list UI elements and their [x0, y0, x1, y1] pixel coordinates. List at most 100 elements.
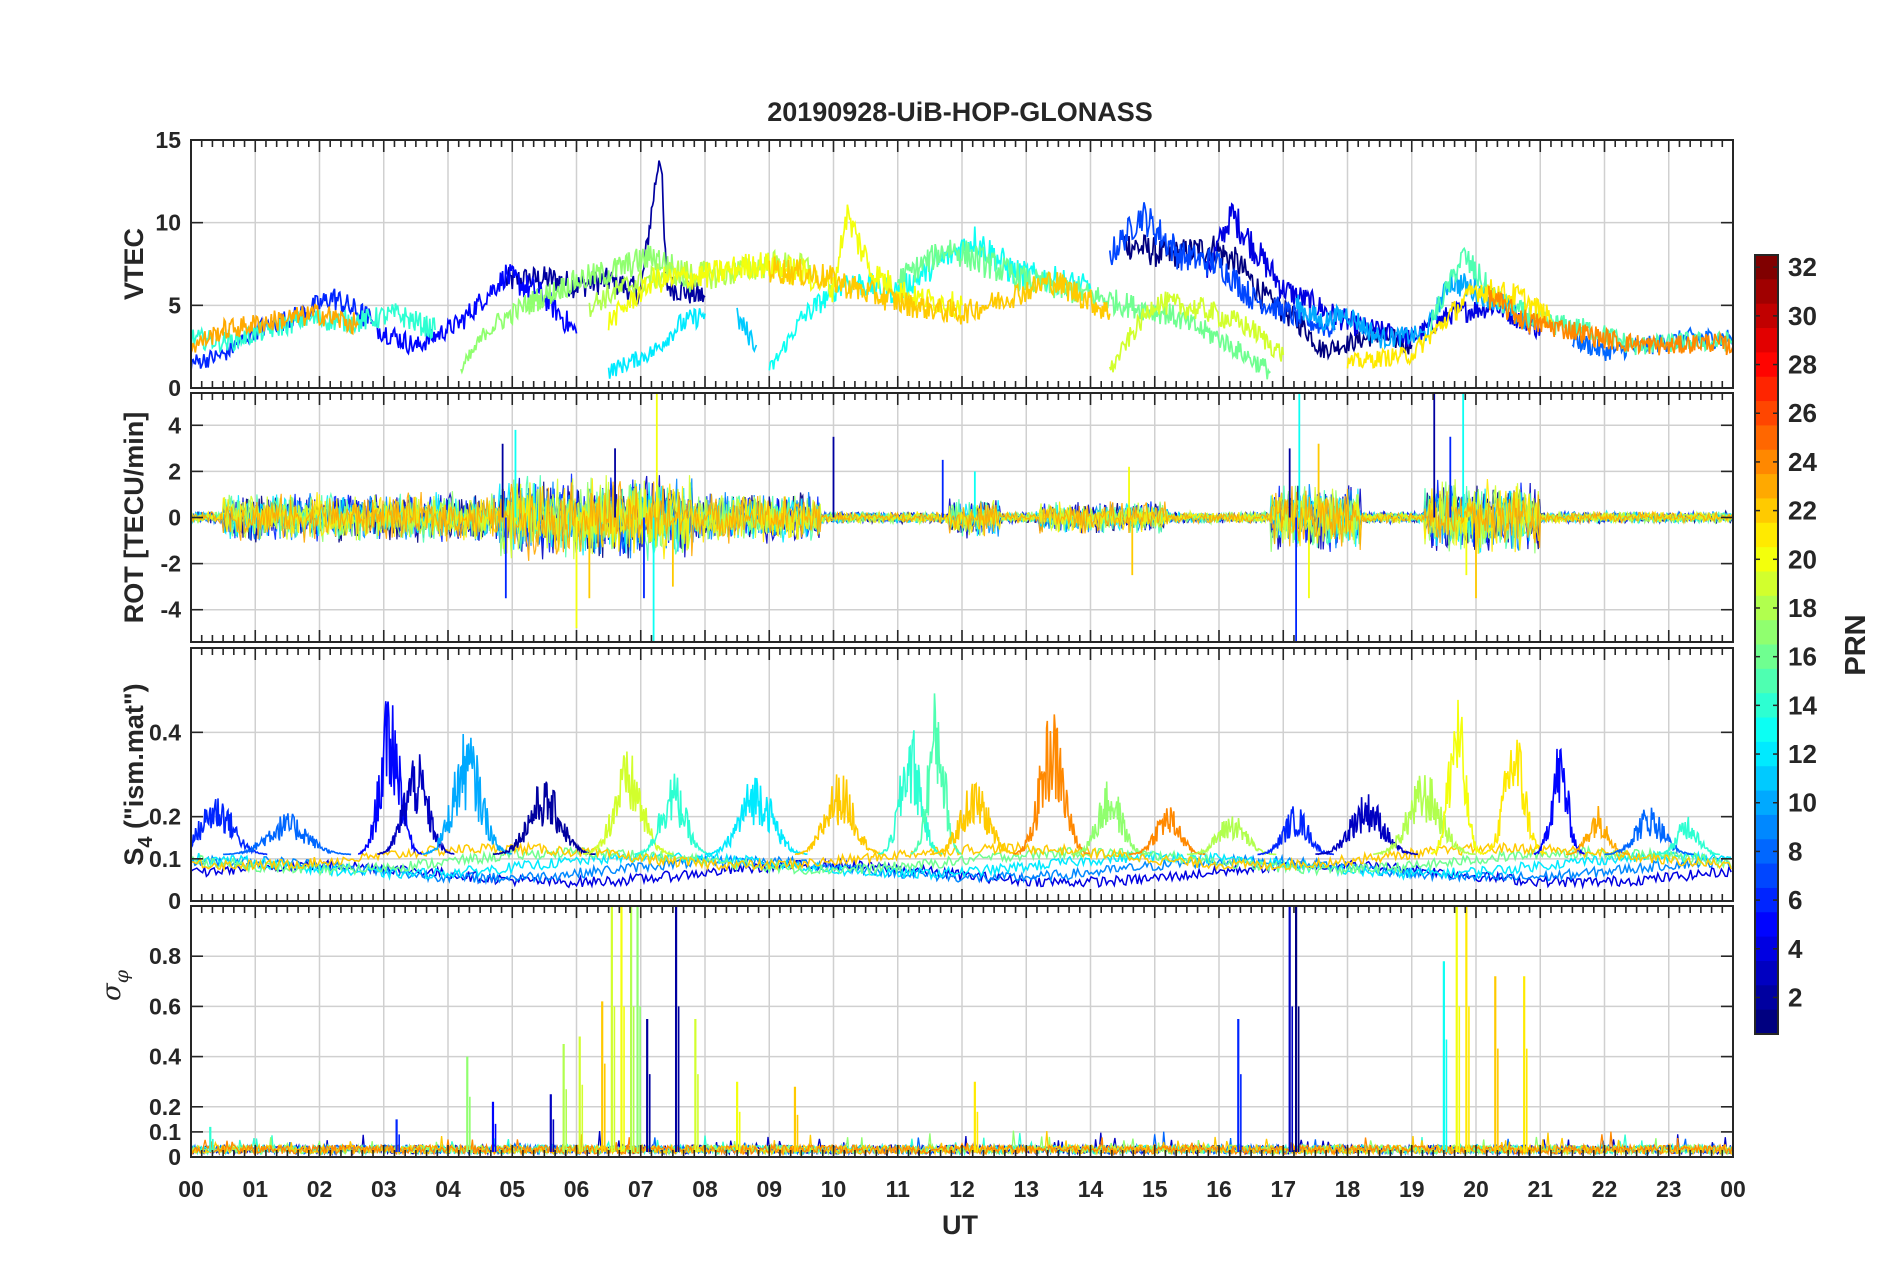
colorbar-tick-label: 10: [1788, 788, 1817, 818]
s4-burst-prn-22: [794, 774, 885, 856]
colorbar-segment-prn-29: [1755, 328, 1778, 353]
y-axis-label-s4-rest: ("ism.mat"): [119, 683, 149, 836]
colorbar-frame: [1754, 254, 1779, 1035]
y-axis-label-sigma: σφ: [97, 969, 133, 1001]
colorbar-segment-prn-14: [1755, 693, 1778, 719]
x-axis-label: UT: [942, 1210, 978, 1240]
x-tick-label: 02: [307, 1176, 333, 1202]
vtec-series-prn-19: [1108, 291, 1285, 373]
s4-burst-prn-10: [422, 733, 513, 855]
s4-burst-prn-8: [1604, 807, 1694, 856]
x-tick-label: 22: [1592, 1176, 1618, 1202]
s4-burst-prn-6: [191, 798, 268, 856]
s4-burst-prn-21: [1482, 739, 1547, 856]
s4-burst-prn-14: [877, 730, 943, 855]
x-tick-label: 11: [886, 1176, 911, 1202]
s4-burst-prn-20: [1430, 699, 1483, 856]
s4-burst-prn-18: [1186, 816, 1277, 856]
x-tick-label: 10: [821, 1176, 847, 1202]
colorbar-tick-label: 14: [1788, 690, 1817, 720]
s4-burst-prn-6: [1257, 806, 1334, 856]
s4-baseline-prn-9: [191, 853, 1732, 885]
x-tick-label: 14: [1078, 1176, 1104, 1202]
colorbar-segment-prn-21: [1755, 522, 1778, 548]
colorbar-tick-label: 22: [1788, 496, 1817, 526]
x-tick-label: 06: [564, 1176, 590, 1202]
y-tick-label: 0.6: [149, 993, 181, 1019]
x-tick-label: 23: [1656, 1176, 1682, 1202]
colorbar-tick-label: 6: [1788, 885, 1802, 915]
y-tick-label: 15: [155, 127, 181, 153]
y-tick-label: -2: [161, 551, 181, 577]
panel-sigma: 00.10.2 0.4 0.6 0.8 σφ: [97, 905, 1734, 1170]
y-tick-label: 0.4: [149, 1044, 181, 1070]
colorbar-tick-label: 8: [1788, 836, 1802, 866]
colorbar-segment-prn-26: [1755, 401, 1778, 426]
colorbar-label: PRN: [1840, 614, 1872, 675]
colorbar-segment-prn-31: [1755, 279, 1778, 305]
colorbar-tick-label: 12: [1788, 739, 1817, 769]
colorbar-segment-prn-5: [1755, 912, 1778, 938]
x-tick-label: 15: [1142, 1176, 1168, 1202]
s4-burst-prn-3: [1315, 794, 1418, 856]
y-tick-label: 4: [168, 412, 181, 438]
y-tick-label: 5: [168, 292, 181, 318]
vtec-series-prn-18: [588, 248, 816, 317]
vtec-series-prn-7: [1108, 202, 1336, 338]
panel-data-s4: [191, 693, 1732, 890]
colorbar-tick-label: 16: [1788, 642, 1817, 672]
colorbar-segment-prn-10: [1755, 790, 1778, 816]
s4-burst-prn-5: [1533, 747, 1585, 856]
y-tick-label: 10: [155, 210, 181, 236]
colorbar-tick-label: 30: [1788, 301, 1817, 331]
colorbar-segment-prn-22: [1755, 498, 1778, 524]
panel-vtec: 0 5 10 15 VTEC: [119, 127, 1734, 401]
y-axis-label-sigma-main: σ: [97, 982, 127, 1001]
x-tick-label: 20: [1463, 1176, 1489, 1202]
y-axis-label-sigma-sub: φ: [111, 969, 133, 983]
colorbar-segment-prn-16: [1755, 644, 1778, 670]
y-tick-label: 0: [168, 1144, 181, 1170]
x-tick-label: 09: [756, 1176, 782, 1202]
colorbar-segment-prn-19: [1755, 571, 1778, 597]
vtec-series-prn-11: [736, 307, 758, 353]
s4-burst-prn-2: [492, 781, 596, 856]
x-tick-label: 16: [1206, 1176, 1232, 1202]
s4-burst-prn-24: [1128, 807, 1206, 856]
y-tick-label: 0.1: [149, 1119, 181, 1145]
x-tick-label: 00: [178, 1176, 204, 1202]
x-tick-label: 19: [1399, 1176, 1425, 1202]
colorbar-tick-label: 18: [1788, 593, 1817, 623]
s4-burst-prn-8: [223, 813, 352, 856]
y-tick-label: 0: [168, 375, 181, 401]
colorbar-tick-label: 4: [1788, 934, 1803, 964]
y-tick-label: 0: [168, 505, 181, 531]
s4-burst-prn-18: [1373, 775, 1476, 856]
x-tick-label: 07: [628, 1176, 654, 1202]
colorbar-segment-prn-13: [1755, 717, 1778, 743]
colorbar-segment-prn-1: [1755, 1009, 1778, 1035]
panel-data-vtec: [191, 160, 1733, 380]
x-tick-label: 03: [371, 1176, 397, 1202]
colorbar-segment-prn-4: [1755, 936, 1778, 962]
s4-burst-prn-19: [582, 751, 673, 856]
y-tick-label: 0.4: [149, 719, 181, 745]
y-tick-label: 0.2: [149, 804, 181, 830]
colorbar-tick-label: 2: [1788, 982, 1802, 1012]
y-axis-label-vtec: VTEC: [119, 228, 149, 300]
panel-rot: -4 -2 0 2 4 ROT [TECU/min]: [119, 392, 1734, 643]
colorbar-tick-label: 28: [1788, 350, 1817, 380]
colorbar-segment-prn-2: [1755, 985, 1778, 1011]
y-axis-label-s4: S4 ("ism.mat"): [119, 683, 157, 865]
x-tick-label: 00: [1720, 1176, 1746, 1202]
y-tick-label: -4: [161, 597, 182, 623]
colorbar-segment-prn-17: [1755, 620, 1778, 646]
x-tick-label: 04: [435, 1176, 461, 1202]
y-axis-label-s4-main: S: [119, 848, 149, 866]
y-axis-label-s4-sub: 4: [135, 836, 157, 848]
vtec-series-prn-13: [768, 226, 1092, 371]
x-tick-label: 18: [1335, 1176, 1361, 1202]
colorbar-segment-prn-15: [1755, 668, 1778, 694]
chart-title: 20190928-UiB-HOP-GLONASS: [767, 97, 1153, 127]
